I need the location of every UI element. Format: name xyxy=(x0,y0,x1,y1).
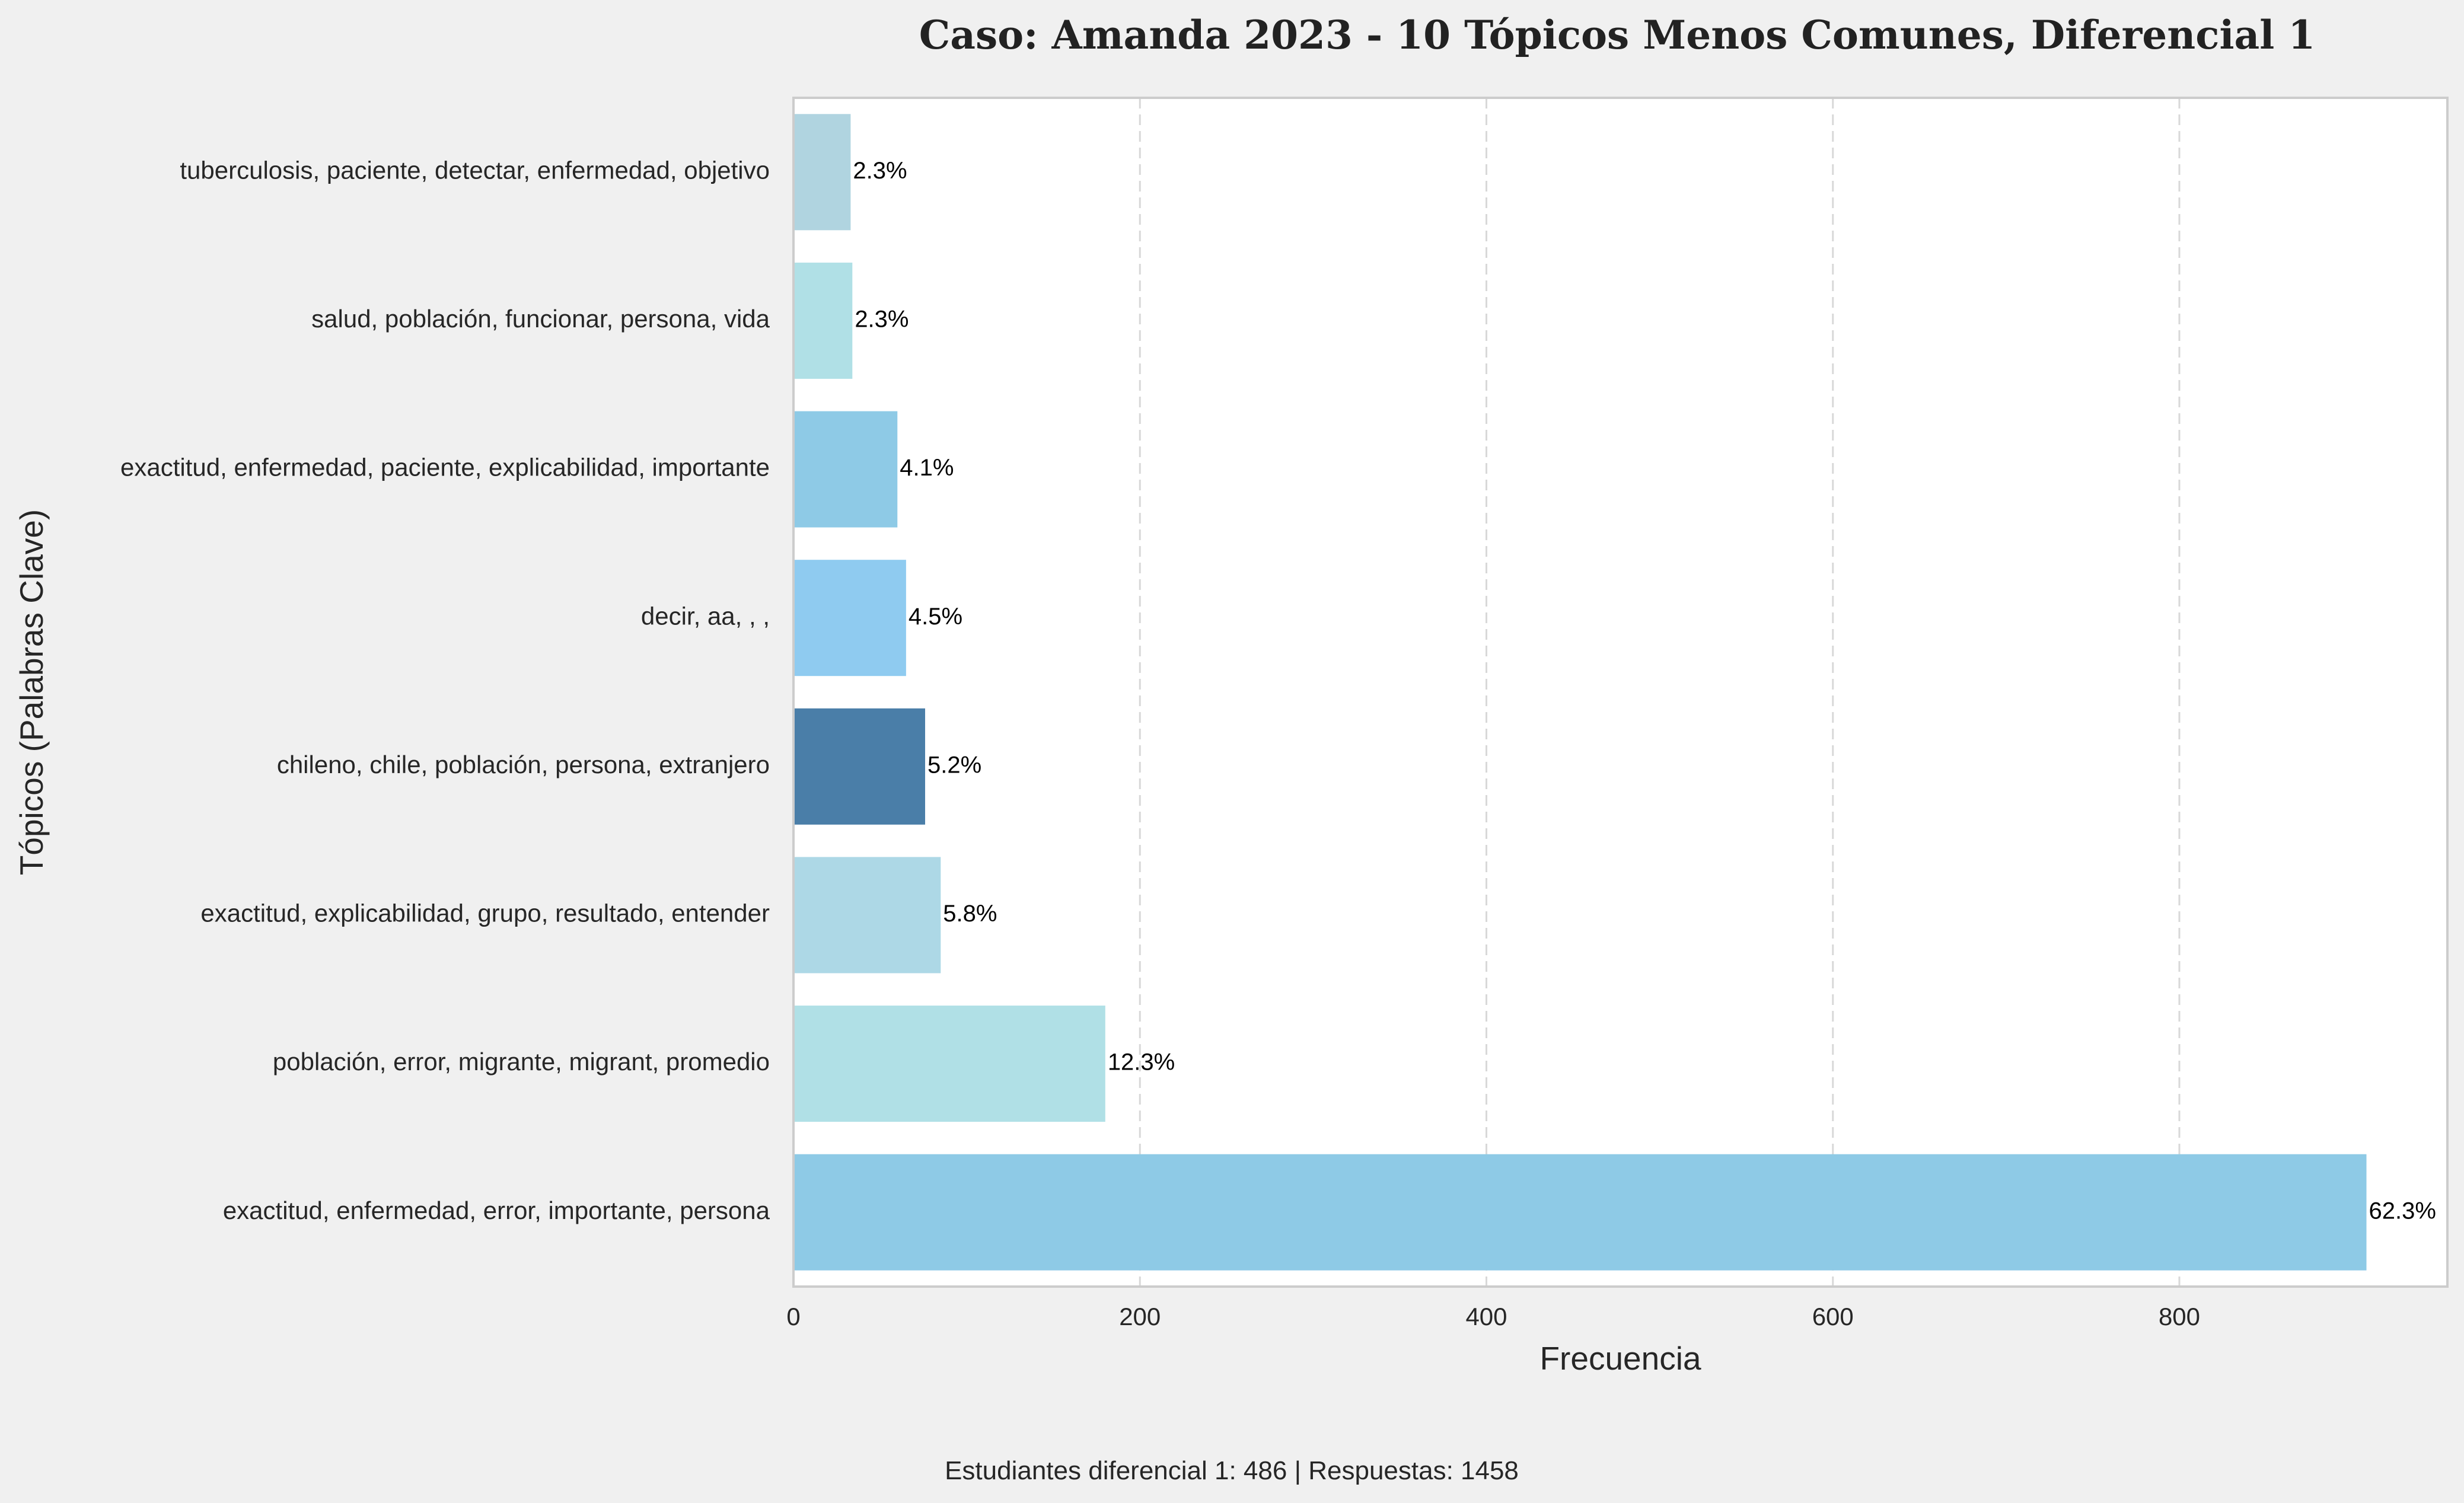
bar-value-label: 12.3% xyxy=(1108,1049,1175,1076)
y-category-label: decir, aa, , , xyxy=(641,602,770,630)
x-tick-label: 200 xyxy=(1119,1303,1161,1330)
bar-value-label: 4.1% xyxy=(900,455,954,481)
bar-value-label: 62.3% xyxy=(2369,1198,2436,1224)
y-category-label: exactitud, enfermedad, paciente, explica… xyxy=(120,454,770,481)
bar-value-label: 4.5% xyxy=(909,604,962,630)
bar xyxy=(793,262,853,379)
x-tick-label: 0 xyxy=(786,1303,800,1330)
bar xyxy=(793,560,906,676)
bars: 2.3% 2.3% 4.1% 4.5% 5.2% 5.8% 12.3% 62.3% xyxy=(793,114,2436,1271)
plot-frame xyxy=(792,97,2449,1288)
y-axis-categories: tuberculosis, paciente, detectar, enferm… xyxy=(120,156,770,1224)
x-tick-label: 400 xyxy=(1465,1303,1507,1330)
y-category-label: población, error, migrante, migrant, pro… xyxy=(273,1048,770,1076)
bar xyxy=(793,1154,2367,1271)
bar-value-label: 5.8% xyxy=(943,901,997,927)
bar xyxy=(793,114,851,231)
y-axis-label: Tópicos (Palabras Clave) xyxy=(13,509,50,875)
x-tick-label: 600 xyxy=(1812,1303,1854,1330)
bar-value-label: 5.2% xyxy=(927,752,981,778)
y-category-label: chileno, chile, población, persona, extr… xyxy=(277,751,770,778)
bar xyxy=(793,1006,1105,1122)
x-axis-ticks: 0 200 400 600 800 xyxy=(786,1303,2200,1330)
y-category-label: exactitud, enfermedad, error, importante… xyxy=(223,1196,770,1224)
y-category-label: exactitud, explicabilidad, grupo, result… xyxy=(200,899,770,927)
bar-value-label: 2.3% xyxy=(855,307,909,333)
x-axis-label: Frecuencia xyxy=(1539,1340,1701,1377)
y-category-label: salud, población, funcionar, persona, vi… xyxy=(311,305,770,333)
x-tick-label: 800 xyxy=(2159,1303,2200,1330)
bar-value-label: 2.3% xyxy=(853,158,907,184)
chart-title: Caso: Amanda 2023 - 10 Tópicos Menos Com… xyxy=(919,12,2316,58)
footer-note: Estudiantes diferencial 1: 486 | Respues… xyxy=(945,1456,1519,1485)
y-category-label: tuberculosis, paciente, detectar, enferm… xyxy=(180,156,770,184)
bar xyxy=(793,411,898,528)
bar xyxy=(793,708,926,825)
bar xyxy=(793,857,941,974)
